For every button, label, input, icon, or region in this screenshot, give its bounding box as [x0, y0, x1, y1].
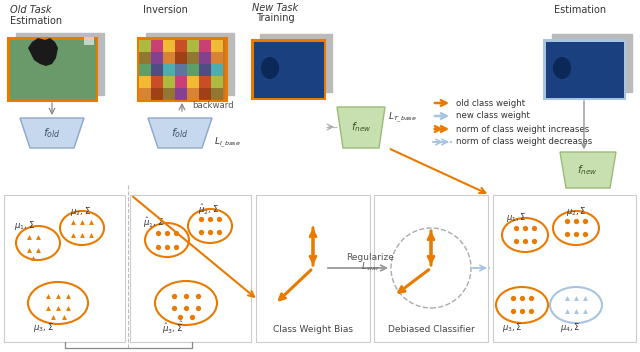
Text: $f_{new}$: $f_{new}$	[577, 163, 597, 177]
Bar	[151, 76, 163, 88]
Bar	[211, 76, 223, 88]
Bar	[199, 40, 211, 52]
Bar	[163, 76, 175, 88]
Text: Inversion: Inversion	[143, 5, 188, 15]
Bar	[187, 64, 199, 76]
Bar	[151, 64, 163, 76]
Bar	[163, 88, 175, 100]
Bar	[146, 33, 234, 95]
Text: Old Task: Old Task	[10, 5, 51, 15]
Bar	[138, 38, 226, 100]
Bar	[175, 76, 187, 88]
Bar	[8, 38, 96, 100]
Text: norm of class weight increases: norm of class weight increases	[456, 125, 589, 133]
Text: norm of class weight decreases: norm of class weight decreases	[456, 138, 592, 146]
Polygon shape	[148, 118, 212, 148]
Bar	[199, 76, 211, 88]
Text: Debiased Classifier: Debiased Classifier	[388, 326, 474, 334]
Text: $f_{new}$: $f_{new}$	[351, 120, 371, 134]
Text: $L_{T\_base}$: $L_{T\_base}$	[388, 111, 417, 125]
Bar	[16, 33, 104, 95]
Bar	[544, 40, 624, 98]
Text: old class weight: old class weight	[456, 99, 525, 107]
Bar	[187, 88, 199, 100]
Bar	[163, 40, 175, 52]
Bar	[199, 88, 211, 100]
Bar	[163, 52, 175, 64]
Text: $\mu_3, \Sigma$: $\mu_3, \Sigma$	[502, 321, 522, 334]
Bar	[151, 52, 163, 64]
Text: Estimation: Estimation	[554, 5, 606, 15]
Text: $f_{old}$: $f_{old}$	[171, 126, 189, 140]
Text: $\mu_2, \Sigma$: $\mu_2, \Sigma$	[70, 205, 91, 218]
Bar	[211, 52, 223, 64]
Bar	[546, 42, 624, 98]
Polygon shape	[560, 152, 616, 188]
Bar	[84, 37, 94, 45]
Text: New Task: New Task	[252, 3, 298, 13]
Text: Class Weight Bias: Class Weight Bias	[273, 326, 353, 334]
Bar	[552, 34, 632, 92]
Bar	[139, 52, 151, 64]
Text: $\hat{\mu}_1, \Sigma$: $\hat{\mu}_1, \Sigma$	[143, 216, 164, 230]
Bar	[211, 40, 223, 52]
Text: backward: backward	[192, 101, 234, 111]
Ellipse shape	[553, 57, 571, 79]
Text: $\hat{\mu}_3, \hat{\Sigma}$: $\hat{\mu}_3, \hat{\Sigma}$	[162, 320, 183, 336]
Bar	[139, 64, 151, 76]
Bar	[374, 195, 488, 342]
Text: Training: Training	[256, 13, 294, 23]
Text: $\hat{\mu}_2, \Sigma$: $\hat{\mu}_2, \Sigma$	[198, 203, 219, 217]
Ellipse shape	[261, 57, 279, 79]
Bar	[151, 40, 163, 52]
Text: $\mu_4, \Sigma$: $\mu_4, \Sigma$	[560, 321, 580, 334]
Text: new class weight: new class weight	[456, 112, 530, 120]
Bar	[175, 40, 187, 52]
Bar	[260, 34, 332, 92]
Text: $L_{war}$: $L_{war}$	[360, 261, 380, 273]
Text: $\mu_1, \Sigma$: $\mu_1, \Sigma$	[506, 212, 527, 225]
Bar	[199, 64, 211, 76]
Bar	[4, 195, 125, 342]
Bar	[256, 195, 370, 342]
Text: $\mu_3, \Sigma$: $\mu_3, \Sigma$	[33, 321, 54, 334]
Bar	[211, 88, 223, 100]
Bar	[254, 42, 324, 98]
Polygon shape	[20, 118, 84, 148]
Bar	[10, 40, 96, 100]
Bar	[163, 64, 175, 76]
Bar	[187, 52, 199, 64]
Bar	[175, 64, 187, 76]
Polygon shape	[337, 107, 385, 148]
Polygon shape	[28, 38, 58, 66]
Bar	[139, 76, 151, 88]
Text: $\mu_1, \Sigma$: $\mu_1, \Sigma$	[14, 220, 35, 233]
Bar	[139, 88, 151, 100]
Text: Estimation: Estimation	[10, 16, 62, 26]
Bar	[211, 64, 223, 76]
Bar	[199, 52, 211, 64]
Bar	[187, 40, 199, 52]
Bar	[252, 40, 324, 98]
Text: Regularize: Regularize	[346, 252, 394, 262]
Bar	[175, 52, 187, 64]
Bar	[187, 76, 199, 88]
Text: $\mu_2, \Sigma$: $\mu_2, \Sigma$	[566, 206, 586, 219]
Text: $f_{old}$: $f_{old}$	[43, 126, 61, 140]
Text: $L_{I\_base}$: $L_{I\_base}$	[214, 136, 241, 150]
Bar	[130, 195, 251, 342]
Bar	[493, 195, 636, 342]
Bar	[175, 88, 187, 100]
Bar	[139, 40, 151, 52]
Bar	[151, 88, 163, 100]
